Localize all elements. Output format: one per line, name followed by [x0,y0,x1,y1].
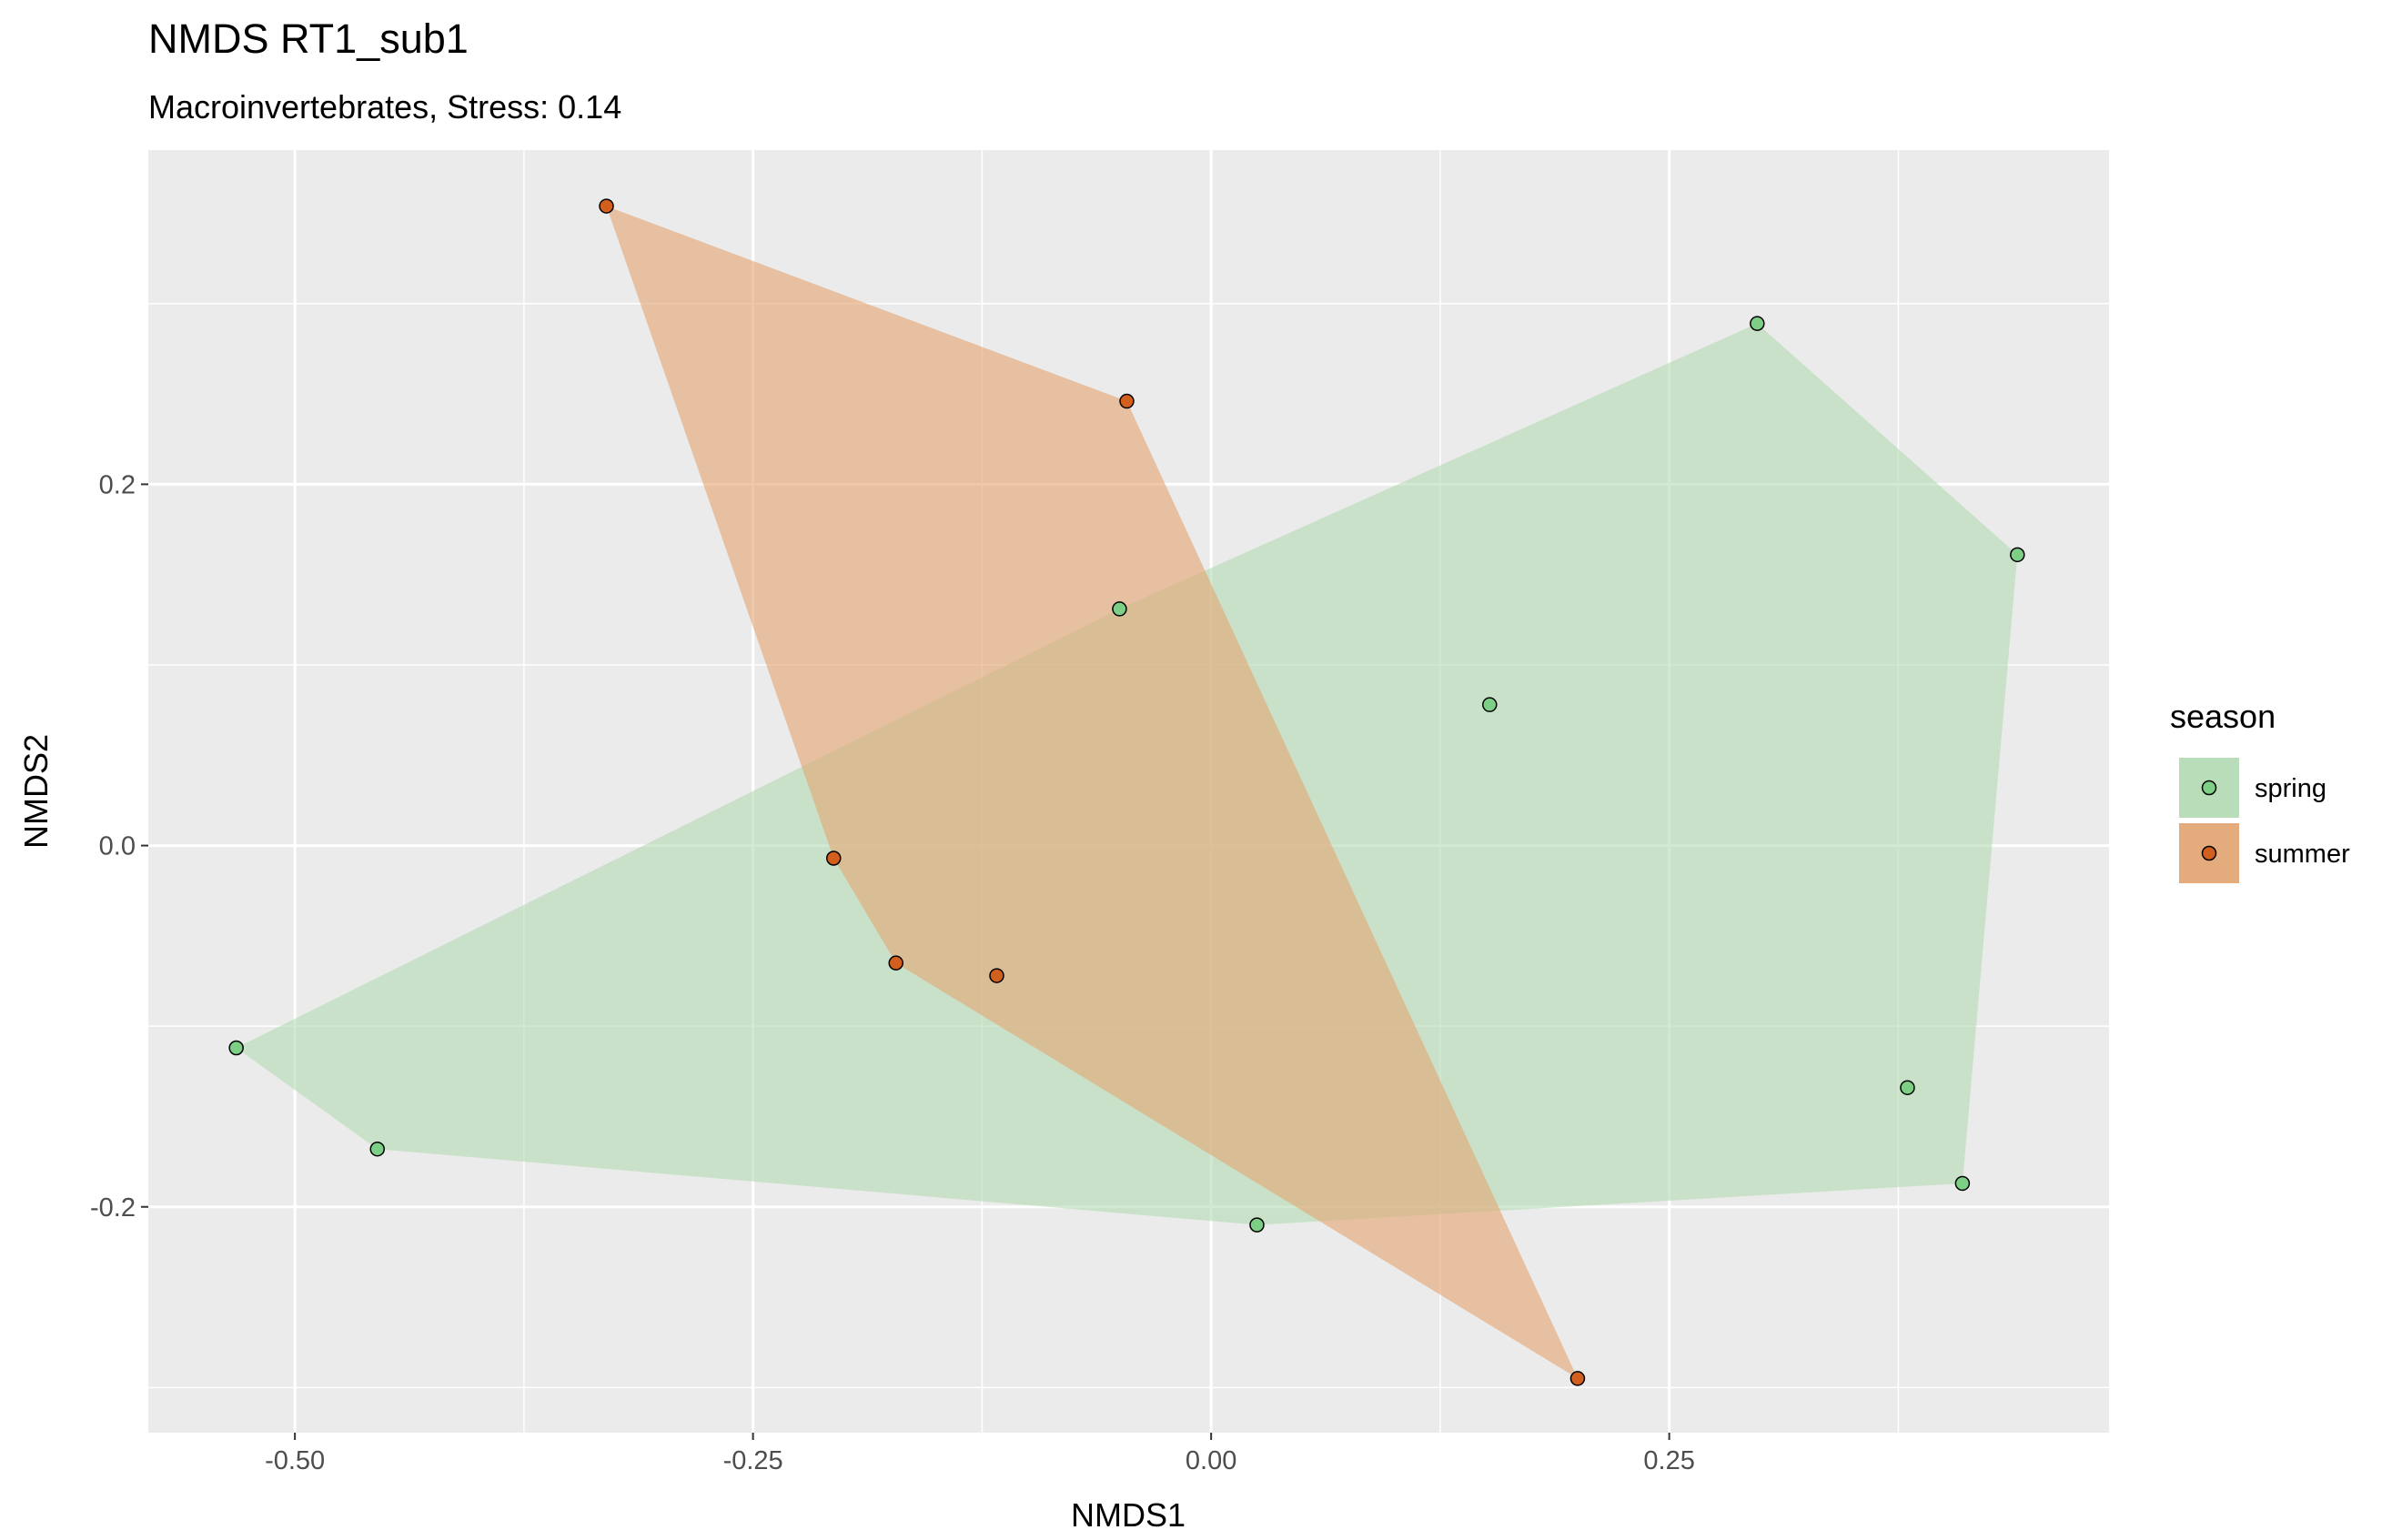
x-tick-label: -0.50 [265,1446,325,1475]
y-axis: -0.2 0.0 0.2 [90,470,148,1223]
y-tick-label: -0.2 [90,1193,136,1223]
point-summer [825,851,842,866]
point-summer [888,955,903,971]
legend-items: spring summer [2179,758,2350,883]
hull-layer [236,206,2018,1379]
chart-title: NMDS RT1_sub1 [148,15,469,62]
point-spring [1482,697,1498,712]
x-axis-title: NMDS1 [1071,1496,1186,1534]
legend-point-spring [2201,780,2217,796]
points-layer [228,198,2025,1386]
legend-label-spring: spring [2255,774,2326,803]
point-summer [599,198,614,214]
legend-label-summer: summer [2255,840,2350,869]
point-summer [1119,393,1135,409]
x-tick-label: 0.25 [1643,1446,1694,1475]
x-tick-label: -0.25 [723,1446,783,1475]
point-spring [1249,1217,1265,1233]
y-axis-title: NMDS2 [17,734,55,849]
chart-subtitle: Macroinvertebrates, Stress: 0.14 [148,88,621,126]
point-spring [369,1141,386,1157]
legend: season spring summer [2170,698,2350,883]
point-summer [1569,1371,1586,1386]
point-spring [1112,601,1127,617]
y-tick-label: 0.2 [99,470,136,499]
x-tick-label: 0.00 [1186,1446,1236,1475]
point-spring [1954,1175,1971,1192]
point-spring [1750,316,1765,331]
point-spring [2010,547,2025,563]
point-spring [228,1040,244,1056]
x-axis: -0.50 -0.25 0.00 0.25 [265,1433,1695,1475]
hull-summer [606,206,1578,1379]
legend-title: season [2170,698,2276,735]
point-summer [989,968,1004,983]
y-tick-label: 0.0 [99,832,136,861]
legend-point-summer [2201,845,2217,861]
point-spring [1900,1080,1915,1095]
